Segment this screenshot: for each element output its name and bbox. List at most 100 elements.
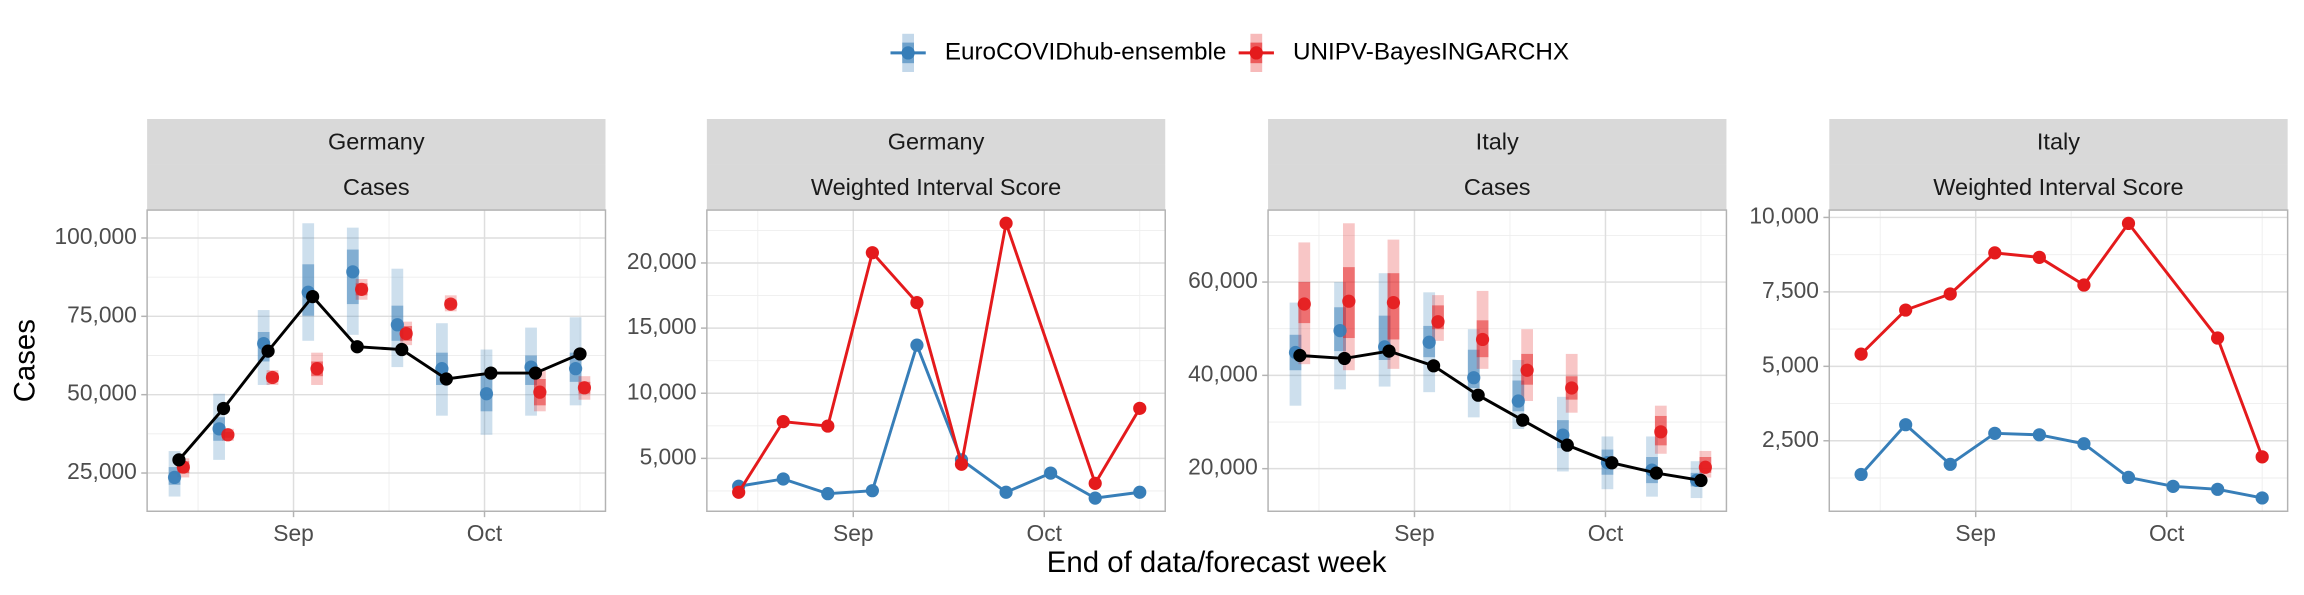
median-point [390, 318, 404, 332]
median-point [310, 362, 324, 376]
series-point [776, 472, 790, 486]
observed-point [172, 453, 186, 467]
observed-point [1605, 456, 1619, 470]
x-tick-label: Sep [273, 520, 314, 546]
legend-key-point [901, 46, 915, 60]
series-point [1133, 401, 1147, 415]
median-point [1431, 315, 1445, 329]
series-point [1044, 466, 1058, 480]
y-tick-label: 25,000 [67, 458, 137, 484]
panel-background [1829, 210, 2288, 512]
x-axis-title: End of data/forecast week [1047, 546, 1387, 579]
median-point [435, 362, 449, 376]
median-point [1511, 394, 1525, 408]
x-tick-label: Oct [1027, 520, 1063, 546]
series-point [2032, 250, 2046, 264]
y-tick-label: 7,500 [1762, 277, 1819, 303]
series-point [1943, 457, 1957, 471]
series-point [2121, 216, 2136, 231]
observed-point [395, 342, 409, 357]
series-point [1988, 426, 2002, 440]
panel: 5,000 10,000 15,000 20,000 Sep Oct Germany Weig… [627, 119, 1166, 546]
series-point [2077, 278, 2091, 292]
panel: 20,000 40,000 60,000 Sep Oct Italy Cases [1188, 119, 1728, 546]
series-point [2166, 479, 2180, 493]
median-point [1475, 332, 1490, 347]
series-point [732, 485, 746, 499]
legend-item: EuroCOVIDhub-ensemble [890, 33, 1227, 72]
median-point [1520, 363, 1534, 377]
strip [1268, 119, 1727, 165]
series-point [2121, 470, 2136, 485]
series-point [865, 484, 879, 498]
median-point [1333, 323, 1347, 338]
panel-border [146, 209, 607, 512]
y-axis-title: Cases [8, 319, 41, 402]
observed-point [573, 347, 587, 361]
median-point [354, 282, 369, 296]
strip [706, 164, 1166, 211]
median-point [265, 370, 280, 385]
median-point [1467, 371, 1481, 385]
y-tick-label: 50,000 [67, 380, 137, 406]
x-tick-label: Sep [833, 520, 874, 546]
median-point [577, 381, 592, 395]
observed-point [1337, 351, 1352, 366]
median-point [221, 428, 235, 442]
observed-point [439, 372, 453, 386]
median-point [444, 297, 458, 311]
x-tick-label: Oct [1588, 520, 1624, 546]
strip-label: Weighted Interval Score [1933, 174, 2183, 200]
strip [1268, 164, 1727, 211]
y-tick-label: 20,000 [1188, 454, 1258, 480]
median-point [1386, 295, 1401, 310]
interval-50 [1378, 315, 1391, 360]
series-point [1088, 476, 1102, 490]
strip [1829, 119, 2288, 165]
observed-line [1299, 349, 1702, 482]
y-tick-label: 20,000 [627, 248, 697, 274]
strip-label: Weighted Interval Score [811, 174, 1061, 200]
strip-label: Cases [1464, 174, 1531, 200]
observed-point [1382, 344, 1396, 358]
median-point [346, 265, 360, 279]
interval-50 [1467, 349, 1480, 388]
series-point [910, 295, 924, 310]
median-point [1565, 381, 1579, 395]
series-point [1854, 347, 1868, 361]
series-point [2211, 482, 2225, 496]
median-point [1297, 297, 1311, 311]
series-point [2077, 437, 2091, 451]
median-point [167, 470, 182, 485]
series-point [954, 457, 969, 471]
median-point [1654, 425, 1668, 439]
legend-label: EuroCOVIDhub-ensemble [945, 38, 1227, 65]
observed-point [261, 344, 275, 358]
series-point [821, 419, 835, 433]
legend-key-point [1249, 46, 1263, 60]
panel-border [1267, 209, 1728, 512]
median-point [1422, 335, 1436, 349]
median-point [533, 385, 547, 399]
observed-point [1694, 473, 1708, 488]
panel-border [1828, 209, 2289, 512]
observed-point [306, 289, 320, 304]
series-point [2255, 491, 2269, 505]
series-point [1088, 491, 1102, 505]
series-point [1854, 467, 1868, 482]
strip-label: Cases [343, 174, 410, 200]
observed-point [1471, 388, 1485, 402]
strip-label: Italy [1476, 128, 1519, 154]
legend-label: UNIPV-BayesINGARCHX [1293, 38, 1569, 65]
series-point [999, 216, 1013, 230]
strip [147, 164, 606, 211]
median-point [1556, 428, 1570, 442]
series-point [999, 485, 1013, 499]
median-point [568, 362, 583, 376]
y-tick-label: 15,000 [627, 313, 697, 339]
strip-label: Germany [888, 128, 985, 154]
series-point [776, 415, 790, 429]
series-point [1899, 418, 1913, 432]
y-tick-label: 40,000 [1188, 360, 1258, 386]
